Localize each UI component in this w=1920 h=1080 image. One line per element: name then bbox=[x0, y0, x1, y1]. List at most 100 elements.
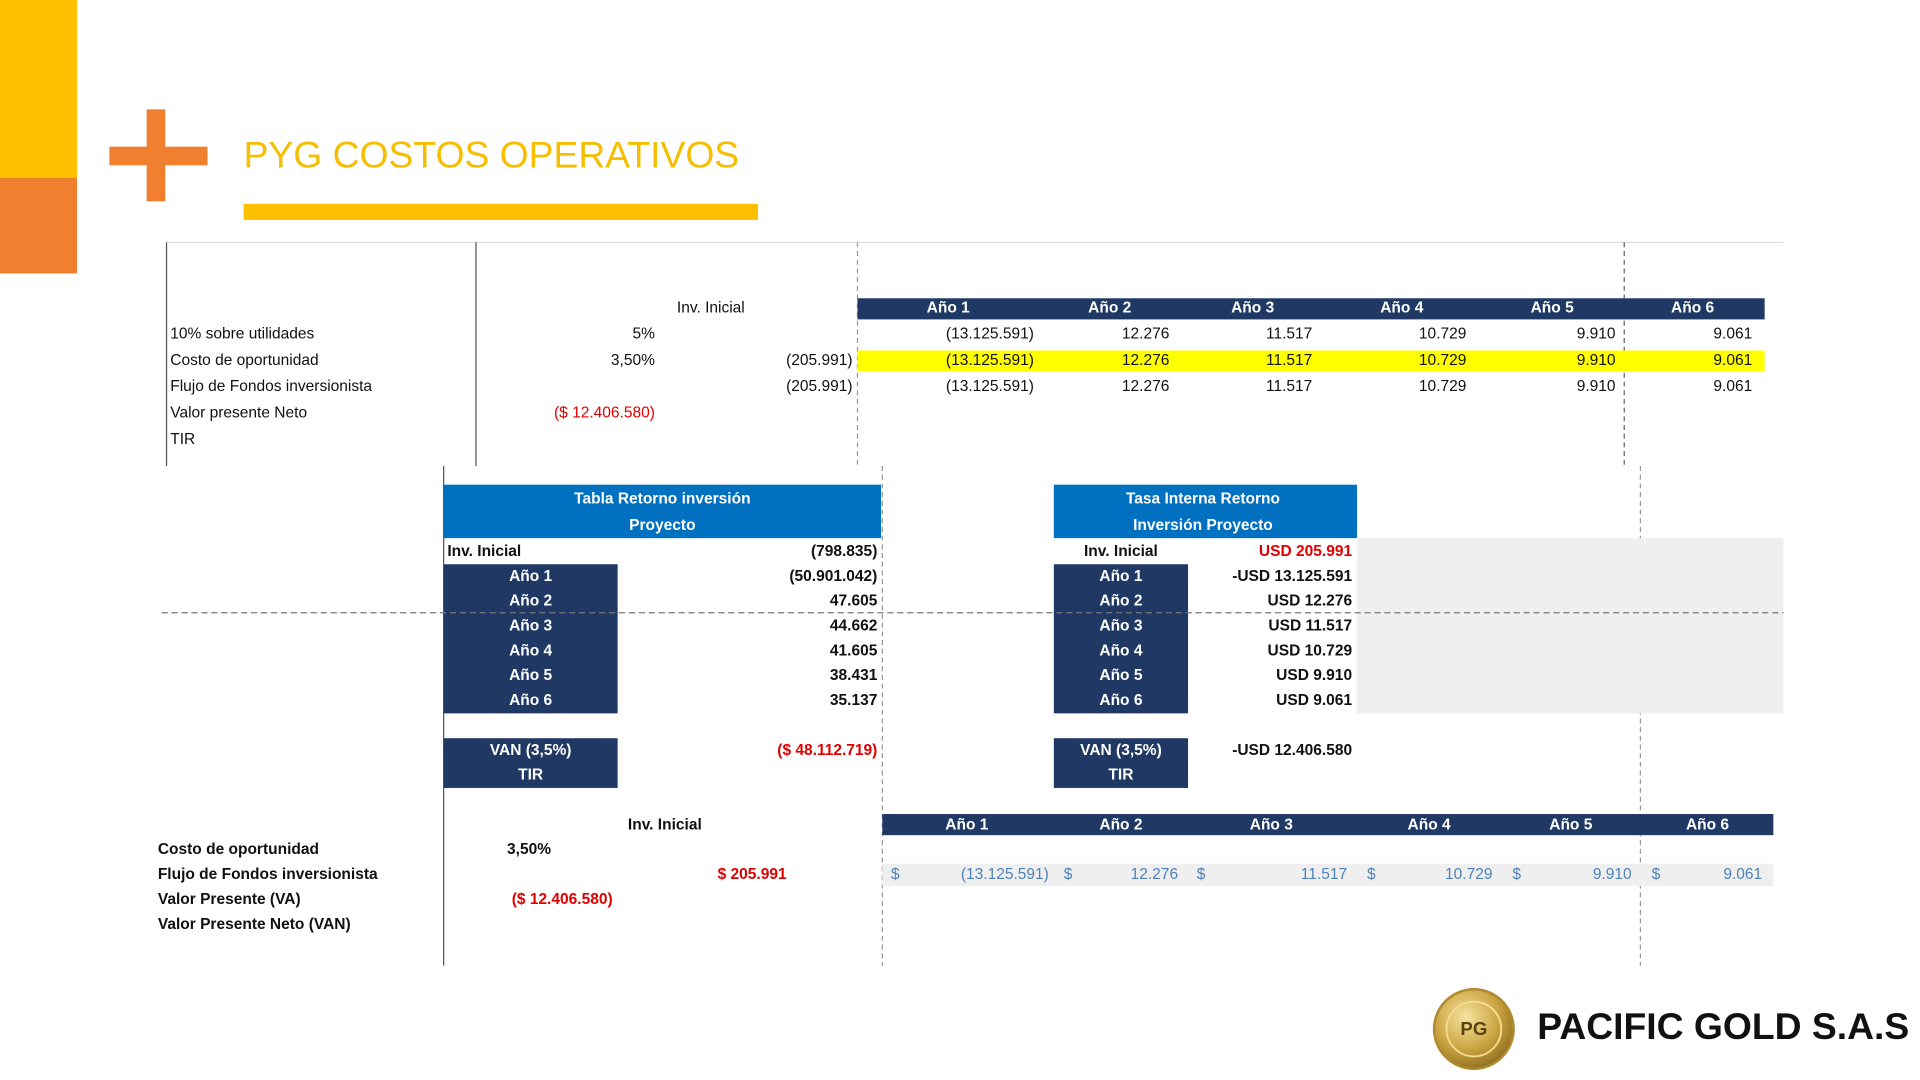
cell: 3,50% bbox=[611, 352, 655, 369]
row-label: TIR bbox=[1108, 767, 1133, 784]
row-label: Inv. Inicial bbox=[447, 543, 521, 560]
cell: -USD 13.125.591 bbox=[1232, 568, 1352, 585]
row-label: VAN (3,5%) bbox=[490, 742, 572, 759]
column-header: Año 1 bbox=[945, 816, 988, 833]
table-title: Tasa Interna Retorno bbox=[1126, 491, 1280, 508]
table-title: Proyecto bbox=[629, 517, 695, 534]
cell: $ 205.991 bbox=[718, 866, 787, 883]
row-label: Valor presente Neto bbox=[170, 404, 307, 421]
table-header bbox=[443, 484, 882, 539]
currency: $ bbox=[1652, 866, 1661, 883]
cell: (205.991) bbox=[786, 352, 852, 369]
cell: (13.125.591) bbox=[961, 866, 1049, 883]
cell: 44.662 bbox=[830, 617, 878, 634]
column-header: Año 2 bbox=[1099, 816, 1142, 833]
row-label: Valor Presente (VA) bbox=[158, 891, 301, 908]
cell: (50.901.042) bbox=[789, 568, 877, 585]
cell: USD 12.276 bbox=[1268, 593, 1353, 610]
accent-bar bbox=[0, 0, 78, 178]
row-label: Año 3 bbox=[1099, 617, 1142, 634]
label-box bbox=[1053, 564, 1189, 714]
label-box bbox=[1053, 738, 1189, 788]
currency: $ bbox=[1197, 866, 1206, 883]
cell: USD 10.729 bbox=[1268, 642, 1353, 659]
cell: 10.729 bbox=[1419, 378, 1466, 395]
cell: 9.910 bbox=[1593, 866, 1632, 883]
row-label: Costo de oportunidad bbox=[158, 841, 319, 858]
row-label: Año 6 bbox=[1099, 692, 1142, 709]
row-label: Flujo de Fondos inversionista bbox=[170, 378, 372, 395]
row-label: Año 6 bbox=[509, 692, 552, 709]
column-header: Año 6 bbox=[1686, 816, 1729, 833]
row-label: Año 2 bbox=[509, 593, 552, 610]
label-box bbox=[443, 738, 618, 788]
cell: 3,50% bbox=[507, 841, 551, 858]
row-label: Año 1 bbox=[509, 568, 552, 585]
currency: $ bbox=[1064, 866, 1073, 883]
accent-bar bbox=[0, 177, 78, 274]
cell: ($ 12.406.580) bbox=[554, 404, 655, 421]
row-label: Inv. Inicial bbox=[1084, 543, 1158, 560]
column-header: Año 5 bbox=[1549, 816, 1592, 833]
cell: (13.125.591) bbox=[946, 378, 1034, 395]
cell: 11.517 bbox=[1301, 866, 1347, 883]
row-label: Valor Presente Neto (VAN) bbox=[158, 916, 351, 933]
table-header bbox=[1053, 484, 1358, 539]
cell: 9.910 bbox=[1577, 325, 1616, 342]
row-label: Año 5 bbox=[1099, 667, 1142, 684]
cell: -USD 12.406.580 bbox=[1232, 742, 1352, 759]
row-label: Año 3 bbox=[509, 617, 552, 634]
row-label: TIR bbox=[518, 767, 543, 784]
column-header: Año 6 bbox=[1671, 299, 1714, 316]
plus-icon bbox=[146, 109, 166, 202]
column-header: Inv. Inicial bbox=[628, 816, 702, 833]
row-label: Flujo de Fondos inversionista bbox=[158, 866, 378, 883]
column-header: Año 3 bbox=[1250, 816, 1293, 833]
row-label: Costo de oportunidad bbox=[170, 352, 318, 369]
column-header: Año 2 bbox=[1088, 299, 1131, 316]
currency: $ bbox=[1367, 866, 1376, 883]
column-header: Año 4 bbox=[1380, 299, 1423, 316]
highlight-row bbox=[857, 350, 1765, 372]
cell: 47.605 bbox=[830, 593, 878, 610]
cell: 12.276 bbox=[1122, 352, 1169, 369]
cell: 11.517 bbox=[1266, 378, 1312, 395]
column-header: Año 4 bbox=[1408, 816, 1451, 833]
cell: 5% bbox=[632, 325, 655, 342]
title-underline bbox=[243, 203, 759, 220]
cell: (205.991) bbox=[786, 378, 852, 395]
cell: 10.729 bbox=[1419, 325, 1466, 342]
cell: 35.137 bbox=[830, 692, 877, 709]
cell: 9.061 bbox=[1713, 325, 1752, 342]
table-title: Inversión Proyecto bbox=[1133, 517, 1273, 534]
cell: 9.061 bbox=[1723, 866, 1762, 883]
row-label: VAN (3,5%) bbox=[1080, 742, 1162, 759]
cell: USD 9.061 bbox=[1276, 692, 1352, 709]
row-label: 10% sobre utilidades bbox=[170, 325, 314, 342]
cell: 41.605 bbox=[830, 642, 878, 659]
row-label: Año 4 bbox=[509, 642, 552, 659]
cell: 9.061 bbox=[1713, 378, 1752, 395]
currency: $ bbox=[1512, 866, 1521, 883]
cell: (13.125.591) bbox=[946, 352, 1034, 369]
cell: ($ 12.406.580) bbox=[512, 891, 613, 908]
cell: 10.729 bbox=[1419, 352, 1466, 369]
company-name: PACIFIC GOLD S.A.S bbox=[1537, 1005, 1909, 1047]
cell: 11.517 bbox=[1266, 325, 1312, 342]
cell: 12.276 bbox=[1131, 866, 1178, 883]
logo-text: PG bbox=[1460, 1018, 1487, 1039]
logo bbox=[1445, 1000, 1503, 1058]
cell: 9.061 bbox=[1713, 352, 1752, 369]
cell: 9.910 bbox=[1577, 378, 1616, 395]
column-header: Inv. Inicial bbox=[677, 299, 745, 316]
shade bbox=[882, 863, 1774, 887]
cell: 38.431 bbox=[830, 667, 878, 684]
cell: USD 9.910 bbox=[1276, 667, 1352, 684]
cell: 10.729 bbox=[1445, 866, 1492, 883]
column-header: Año 5 bbox=[1531, 299, 1574, 316]
row-label: Año 2 bbox=[1099, 593, 1142, 610]
column-header: Año 1 bbox=[927, 299, 970, 316]
cell: 12.276 bbox=[1122, 325, 1169, 342]
